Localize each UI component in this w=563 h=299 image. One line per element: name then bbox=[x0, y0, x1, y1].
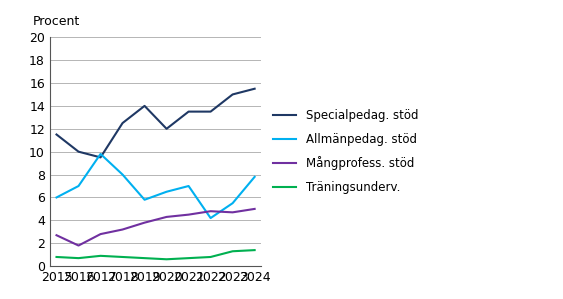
Line: Specialpedag. stöd: Specialpedag. stöd bbox=[56, 89, 254, 157]
Allmänpedag. stöd bbox=[229, 202, 236, 205]
Träningsunderv. bbox=[185, 256, 192, 260]
Träningsunderv. bbox=[163, 257, 170, 261]
Mångprofess. stöd bbox=[251, 207, 258, 211]
Specialpedag. stöd bbox=[163, 127, 170, 131]
Mångprofess. stöd bbox=[141, 221, 148, 225]
Line: Träningsunderv.: Träningsunderv. bbox=[56, 250, 254, 259]
Allmänpedag. stöd bbox=[207, 216, 214, 220]
Specialpedag. stöd bbox=[251, 87, 258, 91]
Allmänpedag. stöd bbox=[185, 184, 192, 188]
Specialpedag. stöd bbox=[185, 110, 192, 113]
Allmänpedag. stöd bbox=[119, 173, 126, 176]
Line: Allmänpedag. stöd: Allmänpedag. stöd bbox=[56, 154, 254, 218]
Mångprofess. stöd bbox=[229, 210, 236, 214]
Mångprofess. stöd bbox=[185, 213, 192, 216]
Allmänpedag. stöd bbox=[75, 184, 82, 188]
Specialpedag. stöd bbox=[207, 110, 214, 113]
Träningsunderv. bbox=[207, 255, 214, 259]
Allmänpedag. stöd bbox=[97, 152, 104, 156]
Mångprofess. stöd bbox=[207, 209, 214, 213]
Träningsunderv. bbox=[229, 249, 236, 253]
Träningsunderv. bbox=[53, 255, 60, 259]
Specialpedag. stöd bbox=[141, 104, 148, 108]
Line: Mångprofess. stöd: Mångprofess. stöd bbox=[56, 209, 254, 245]
Mångprofess. stöd bbox=[119, 228, 126, 231]
Specialpedag. stöd bbox=[229, 93, 236, 96]
Mångprofess. stöd bbox=[163, 215, 170, 219]
Specialpedag. stöd bbox=[75, 150, 82, 153]
Mångprofess. stöd bbox=[97, 232, 104, 236]
Träningsunderv. bbox=[97, 254, 104, 258]
Träningsunderv. bbox=[119, 255, 126, 259]
Träningsunderv. bbox=[141, 256, 148, 260]
Specialpedag. stöd bbox=[119, 121, 126, 125]
Legend: Specialpedag. stöd, Allmänpedag. stöd, Mångprofess. stöd, Träningsunderv.: Specialpedag. stöd, Allmänpedag. stöd, M… bbox=[269, 106, 422, 198]
Mångprofess. stöd bbox=[53, 234, 60, 237]
Specialpedag. stöd bbox=[97, 155, 104, 159]
Allmänpedag. stöd bbox=[251, 175, 258, 179]
Allmänpedag. stöd bbox=[163, 190, 170, 193]
Allmänpedag. stöd bbox=[141, 198, 148, 202]
Mångprofess. stöd bbox=[75, 244, 82, 247]
Träningsunderv. bbox=[75, 256, 82, 260]
Träningsunderv. bbox=[251, 248, 258, 252]
Allmänpedag. stöd bbox=[53, 196, 60, 199]
Specialpedag. stöd bbox=[53, 133, 60, 136]
Text: Procent: Procent bbox=[33, 15, 81, 28]
